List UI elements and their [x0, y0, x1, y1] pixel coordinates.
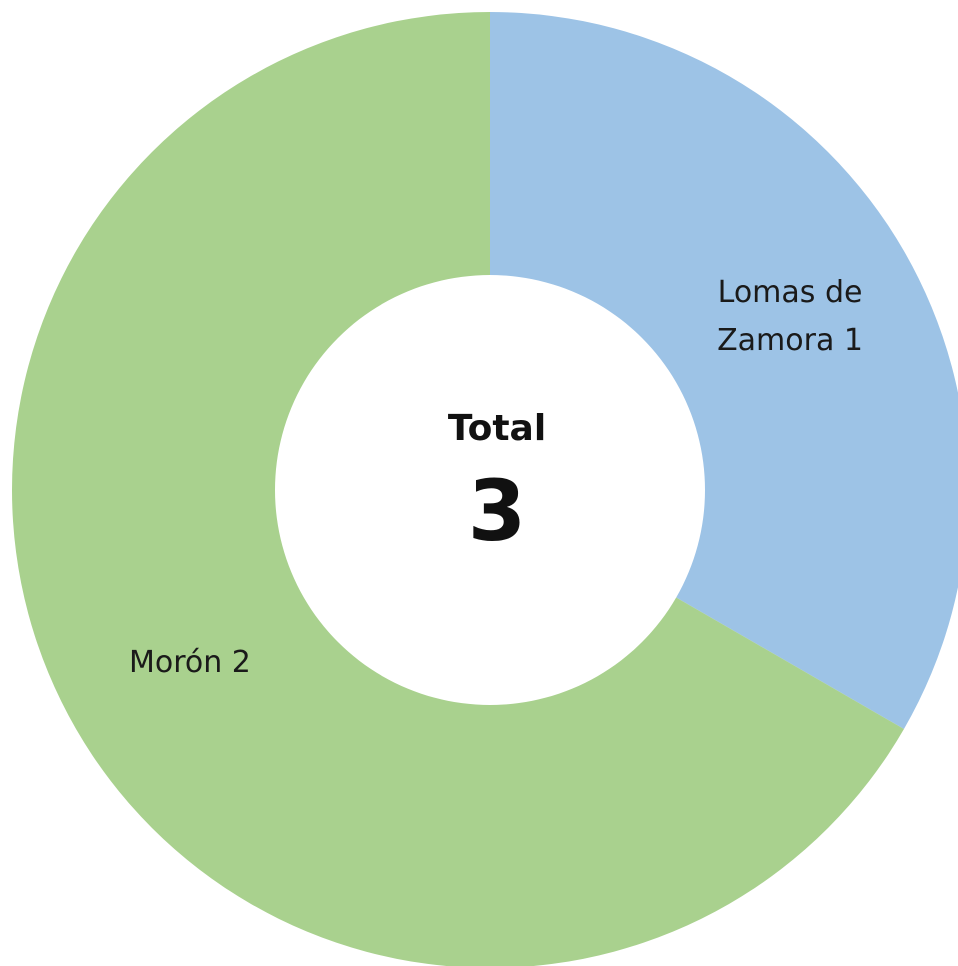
slice-label: Morón 2: [80, 603, 300, 723]
slice-value: 1: [843, 322, 863, 358]
slice-label-box: Morón 2: [80, 603, 300, 723]
slice-category: Morón: [128, 645, 223, 681]
slice-label: Lomas de Zamora 1: [680, 257, 900, 377]
slice-label-box: Lomas de Zamora 1: [680, 257, 900, 377]
slice-label-text: Lomas de Zamora 1: [703, 269, 878, 365]
center-title: Total: [448, 408, 546, 449]
slice-category: Lomas de Zamora: [717, 274, 863, 358]
slice-label-text: Morón 2: [102, 639, 277, 687]
slices: [12, 12, 958, 966]
slice: [12, 12, 904, 966]
slice-value: 2: [231, 645, 251, 681]
slice: [490, 12, 958, 729]
center-value: 3: [468, 462, 526, 560]
